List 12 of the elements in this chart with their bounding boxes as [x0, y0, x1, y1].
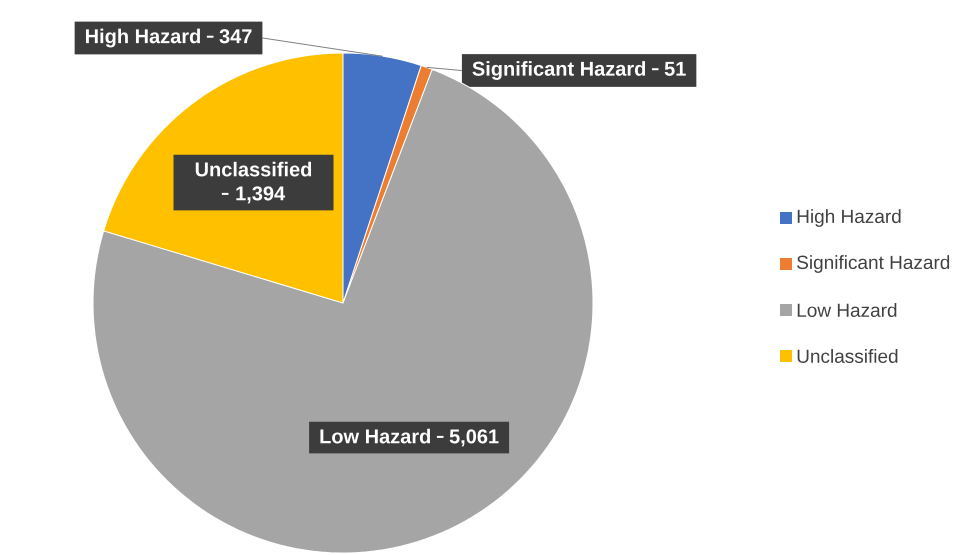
- data-label: 51: [664, 62, 686, 76]
- slice-label: Low Hazard: [320, 428, 430, 444]
- legend-label: Unclassified: [798, 349, 898, 363]
- data-label: 5,061: [450, 429, 499, 446]
- slice-label: Unclassified: [196, 162, 312, 176]
- legend-label: Low Hazard: [798, 303, 896, 317]
- legend-label: High Hazard: [798, 209, 901, 227]
- legend-label: Significant Hazard: [797, 255, 950, 273]
- data-label: 347: [219, 29, 252, 44]
- slice-label: Significant Hazard: [472, 61, 646, 80]
- data-label: 1,394: [236, 186, 286, 204]
- category-label: High Hazard: [86, 28, 200, 48]
